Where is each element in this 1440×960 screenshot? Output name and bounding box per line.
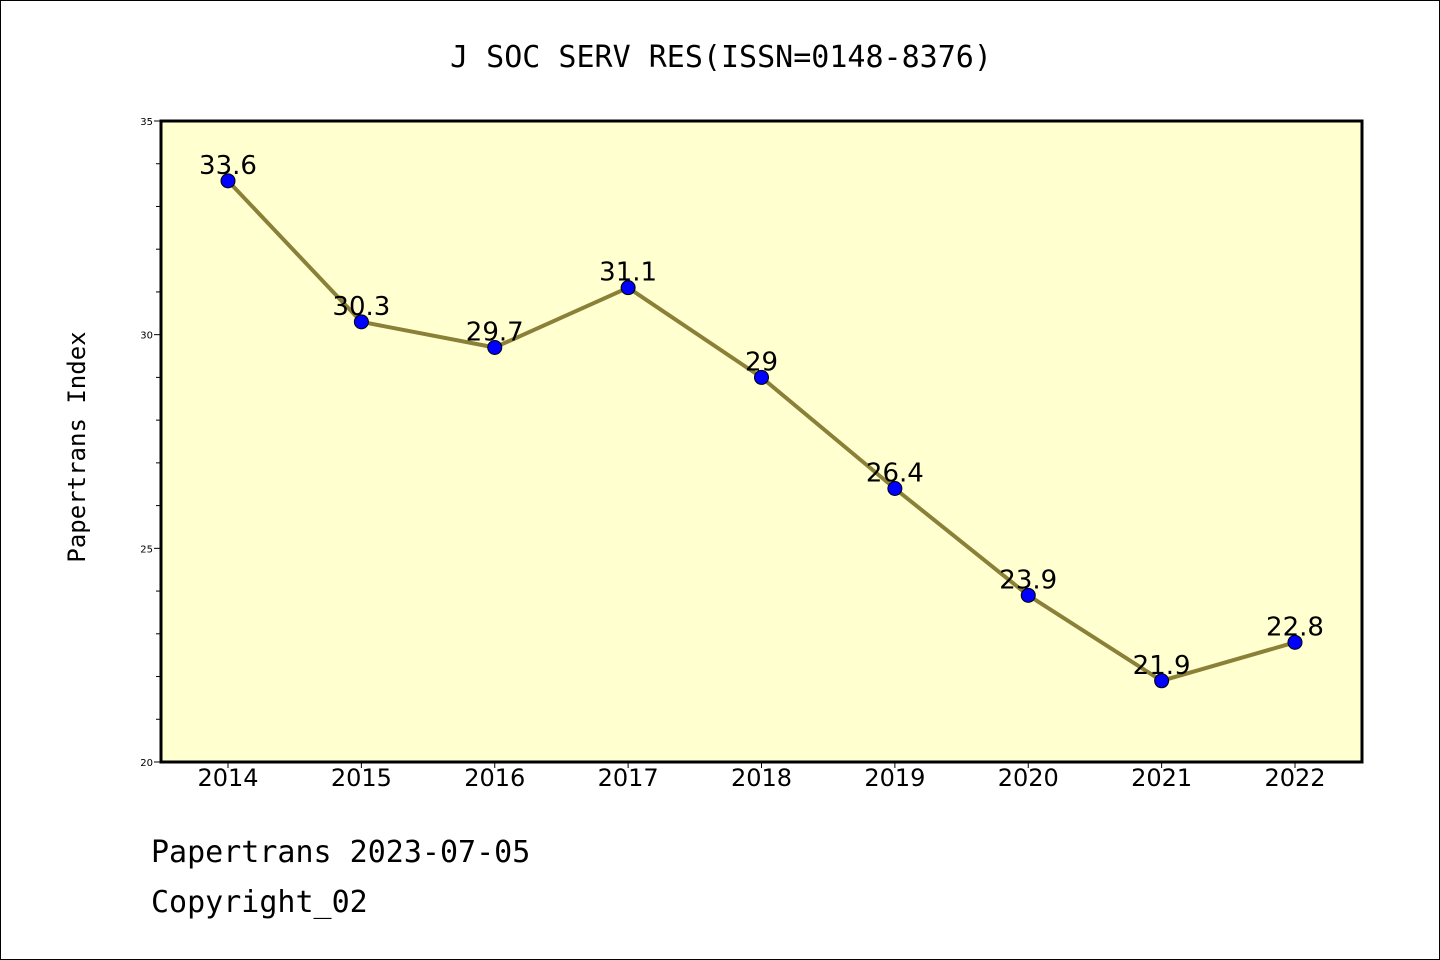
data-label: 29 — [745, 347, 778, 377]
y-axis-ticks: 20 25 30 35 — [140, 117, 161, 769]
data-label: 26.4 — [866, 459, 924, 489]
x-tick-label: 2015 — [331, 764, 392, 792]
x-tick-label: 2022 — [1264, 764, 1325, 792]
data-label: 30.3 — [332, 292, 390, 322]
data-point — [1020, 587, 1036, 603]
x-tick-label: 2021 — [1131, 764, 1192, 792]
data-point — [1154, 673, 1170, 689]
data-point — [754, 369, 769, 385]
x-tick-label: 2018 — [731, 764, 792, 792]
y-axis-label: Papertrans Index — [63, 331, 91, 562]
footer-copyright: Copyright_02 — [151, 885, 368, 920]
data-point — [620, 280, 636, 296]
data-point — [220, 173, 236, 189]
data-point — [887, 481, 903, 497]
x-tick-label: 2019 — [864, 764, 925, 792]
data-label: 22.8 — [1266, 612, 1324, 642]
data-point — [487, 339, 503, 355]
x-tick-label: 2017 — [598, 764, 659, 792]
y-tick-label: 35 — [140, 117, 153, 128]
data-label: 33.6 — [199, 151, 257, 181]
data-label: 21.9 — [1133, 651, 1191, 681]
data-point — [353, 314, 369, 330]
series: 33.6 30.3 29.7 31.1 29 26.4 23.9 21.9 22.8 — [199, 151, 1324, 689]
data-point — [1287, 634, 1303, 650]
y-tick-label: 30 — [140, 331, 153, 342]
y-tick-label: 20 — [140, 758, 153, 769]
data-label: 29.7 — [466, 317, 524, 347]
x-tick-label: 2016 — [464, 764, 525, 792]
data-label: 23.9 — [999, 565, 1057, 595]
footer-date: Papertrans 2023-07-05 — [151, 835, 531, 870]
x-axis-ticks: 2014 2015 2016 2017 2018 2019 2020 2021 2022 — [197, 762, 1326, 792]
chart-title: J SOC SERV RES(ISSN=0148-8376) — [450, 40, 992, 75]
plot-area — [159, 119, 1364, 764]
x-tick-label: 2020 — [998, 764, 1059, 792]
data-label: 31.1 — [599, 258, 657, 288]
x-tick-label: 2014 — [197, 764, 258, 792]
y-tick-label: 25 — [140, 544, 153, 555]
